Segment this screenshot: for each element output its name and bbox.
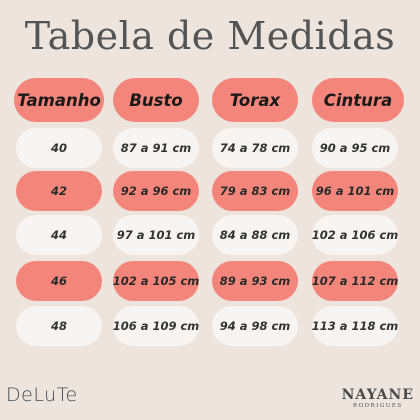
busto-cell: 106 a 109 cm xyxy=(113,306,199,346)
header-torax: Torax xyxy=(212,78,298,122)
busto-cell: 102 a 105 cm xyxy=(113,261,199,301)
busto-cell: 97 a 101 cm xyxy=(113,215,199,255)
cintura-cell: 102 a 106 cm xyxy=(312,215,398,255)
size-cell: 48 xyxy=(16,306,102,346)
logo-subtitle: RODRIGUES xyxy=(352,403,403,409)
nayane-rodrigues-logo: NAYANE RODRIGUES xyxy=(342,388,414,410)
torax-cell: 94 a 98 cm xyxy=(212,306,298,346)
header-cintura: Cintura xyxy=(312,78,404,122)
torax-cell: 84 a 88 cm xyxy=(212,215,298,255)
cintura-cell: 107 a 112 cm xyxy=(312,261,398,301)
size-cell: 42 xyxy=(16,171,102,211)
cintura-cell: 113 a 118 cm xyxy=(312,306,398,346)
torax-cell: 79 a 83 cm xyxy=(212,171,298,211)
torax-cell: 89 a 93 cm xyxy=(212,261,298,301)
torax-cell: 74 a 78 cm xyxy=(212,128,298,168)
size-cell: 46 xyxy=(16,261,102,301)
size-cell: 40 xyxy=(16,128,102,168)
header-tamanho: Tamanho xyxy=(14,78,104,122)
delute-logo: DeLuTe xyxy=(6,384,78,406)
logo-name: NAYANE xyxy=(341,387,414,403)
busto-cell: 87 a 91 cm xyxy=(113,128,199,168)
cintura-cell: 90 a 95 cm xyxy=(312,128,398,168)
header-busto: Busto xyxy=(113,78,199,122)
page-title: Tabela de Medidas xyxy=(24,14,396,58)
cintura-cell: 96 a 101 cm xyxy=(312,171,398,211)
busto-cell: 92 a 96 cm xyxy=(113,171,199,211)
size-cell: 44 xyxy=(16,215,102,255)
